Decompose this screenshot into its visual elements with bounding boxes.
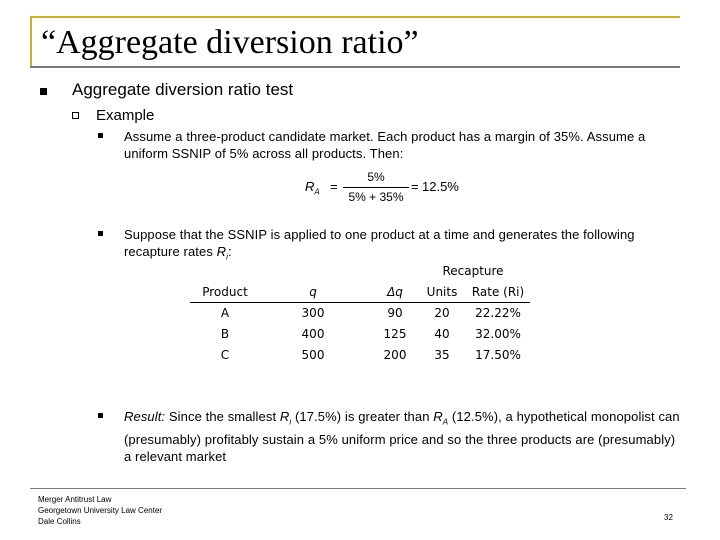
table-cell: 500 [301, 348, 325, 362]
heading-aggregate-test: Aggregate diversion ratio test [72, 80, 294, 99]
table-cell: 20 [434, 306, 450, 320]
subheading-example: Example [96, 107, 155, 124]
bullet-level3-3 [98, 413, 103, 418]
table-cell: 40 [434, 327, 450, 341]
col-header-units: Units [426, 285, 458, 299]
col-header-q: q [309, 285, 317, 299]
table-cell: C [220, 348, 230, 362]
formula-equals: = [330, 179, 338, 194]
formula-denominator: 5% + 35% [348, 190, 404, 204]
footer-rule [30, 488, 686, 489]
table-cell: B [220, 327, 230, 341]
formula-numerator: 5% [367, 170, 385, 184]
table-cell: 125 [383, 327, 407, 341]
formula-lhs: RA [305, 179, 320, 197]
table-cell: A [220, 306, 230, 320]
table-cell: 32.00% [475, 327, 521, 341]
bullet-level1 [40, 88, 47, 95]
col-header-rate: Rate (Ri) [471, 285, 525, 299]
footer-line-course: Merger Antitrust Law [38, 495, 112, 504]
table-cell: 17.50% [475, 348, 521, 362]
recapture-header: Recapture [442, 264, 504, 278]
footer-line-author: Dale Collins [38, 517, 81, 526]
bullet-recapture: Suppose that the SSNIP is applied to one… [124, 227, 635, 262]
table-cell: 35 [434, 348, 450, 362]
col-header-product: Product [202, 285, 248, 299]
table-cell: 300 [301, 306, 325, 320]
footer-credits: Merger Antitrust Law Georgetown Universi… [38, 494, 162, 527]
bullet-level3-2 [98, 231, 103, 236]
title-frame-left [30, 16, 32, 66]
table-header-rule [190, 302, 530, 303]
formula-fraction-bar [343, 187, 409, 188]
title-frame-top [30, 16, 680, 18]
formula-equals-2: = [411, 179, 419, 194]
footer-line-school: Georgetown University Law Center [38, 506, 163, 515]
page-number: 32 [664, 513, 673, 522]
table-cell: 90 [387, 306, 403, 320]
slide-title: “Aggregate diversion ratio” [41, 24, 419, 61]
bullet-assumption: Assume a three-product candidate market.… [124, 129, 646, 161]
bullet-level2 [72, 112, 79, 119]
table-cell: 22.22% [475, 306, 521, 320]
table-cell: 400 [301, 327, 325, 341]
formula-result: 12.5% [422, 179, 459, 194]
table-cell: 200 [383, 348, 407, 362]
title-rule [30, 66, 680, 68]
bullet-level3-1 [98, 133, 103, 138]
bullet-result: Result: Since the smallest Ri (17.5%) is… [124, 409, 680, 464]
col-header-delta-q: Δq [387, 285, 403, 299]
